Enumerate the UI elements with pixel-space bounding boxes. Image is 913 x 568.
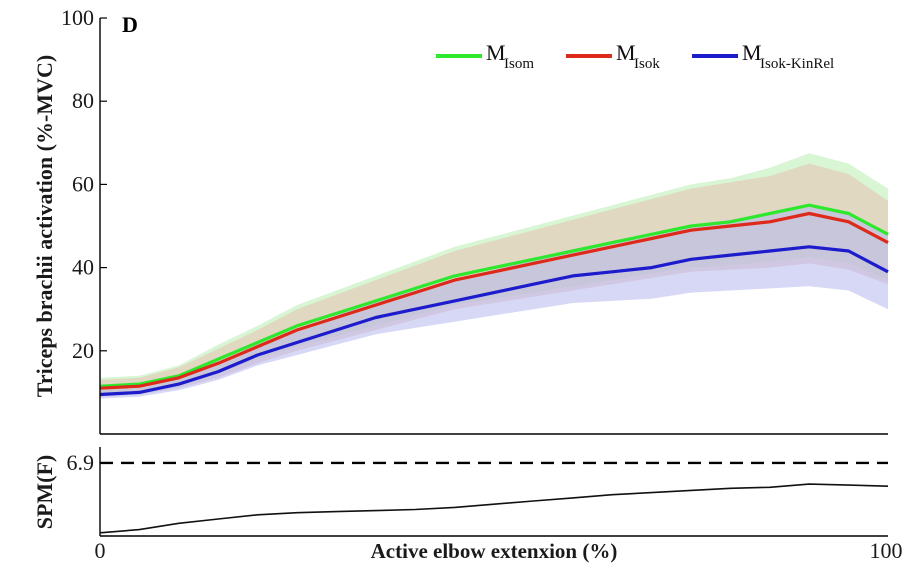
y-tick-label: 80 xyxy=(72,88,94,113)
series-lines xyxy=(99,203,889,397)
bottom-y-axis-label: SPM(F) xyxy=(32,455,57,530)
panel-label: D xyxy=(122,12,138,37)
y-tick-label: 20 xyxy=(72,338,94,363)
y-tick-label: 60 xyxy=(72,171,94,196)
y-tick-label: 100 xyxy=(61,5,94,30)
x-axis-label: Active elbow extenxion (%) xyxy=(371,539,618,563)
legend-label: M xyxy=(616,40,636,65)
legend-label: M xyxy=(486,40,506,65)
legend-subscript: Isok-KinRel xyxy=(760,56,834,72)
series-line-isok xyxy=(99,211,889,390)
legend-label: M xyxy=(742,40,762,65)
band-isok-kinrel xyxy=(100,207,888,399)
top-y-ticks: 20 40 60 80 100 xyxy=(61,5,107,363)
threshold-label: 6.9 xyxy=(67,450,95,475)
legend-subscript: Isom xyxy=(504,56,534,72)
series-line-isok-kinrel xyxy=(99,245,889,397)
series-line-isom xyxy=(99,203,889,388)
legend-subscript: Isok xyxy=(634,56,660,72)
top-panel: 20 40 60 80 100 D Triceps brachii activation… xyxy=(32,5,889,435)
spm-curve xyxy=(99,483,889,534)
bottom-panel: 6.9 SPM(F) 0 100 Active elbow extenxion (… xyxy=(32,447,903,563)
x-tick-label: 0 xyxy=(95,538,106,563)
y-tick-label: 40 xyxy=(72,255,94,280)
bottom-x-ticks: 0 100 xyxy=(95,538,903,563)
confidence-bands xyxy=(100,153,888,399)
x-tick-label: 100 xyxy=(870,538,903,563)
top-y-axis-label: Triceps brachii activation (%-MVC) xyxy=(32,55,57,397)
